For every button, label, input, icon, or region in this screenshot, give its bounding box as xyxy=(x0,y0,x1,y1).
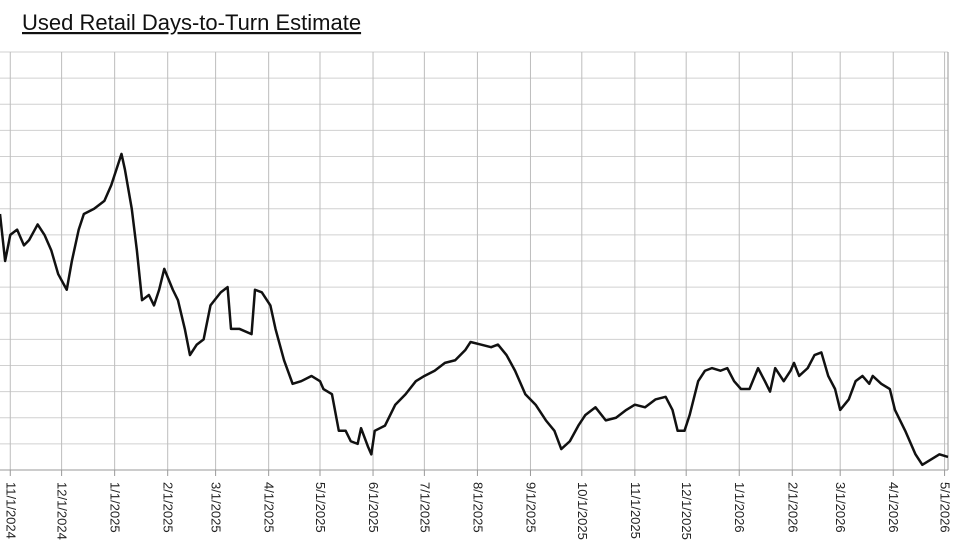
x-tick-label: 5/1/2025 xyxy=(313,482,328,533)
x-tick-label: 9/1/2025 xyxy=(523,482,538,533)
x-tick-label: 6/1/2025 xyxy=(366,482,381,533)
x-tick-label: 12/1/2024 xyxy=(55,482,70,540)
data-line xyxy=(0,152,949,467)
x-tick-label: 1/1/2026 xyxy=(732,482,747,533)
chart-title: Used Retail Days-to-Turn Estimate xyxy=(22,10,361,35)
x-tick-label: 10/1/2025 xyxy=(575,482,590,540)
x-tick-label: 3/1/2026 xyxy=(833,482,848,533)
x-tick-label: 2/1/2026 xyxy=(785,482,800,533)
x-tick-label: 11/1/2025 xyxy=(628,482,643,539)
x-tick-label: 2/1/2025 xyxy=(161,482,176,533)
x-tick-label: 5/1/2026 xyxy=(938,482,953,533)
x-tick-label: 1/1/2025 xyxy=(108,482,123,533)
x-tick-label: 7/1/2025 xyxy=(417,482,432,533)
x-tick-label: 12/1/2025 xyxy=(679,482,694,540)
x-tick-label: 4/1/2025 xyxy=(262,482,277,533)
x-tick-label: 4/1/2026 xyxy=(886,482,901,533)
x-tick-label: 11/1/2024 xyxy=(3,482,18,539)
x-tick-label: 3/1/2025 xyxy=(209,482,224,533)
x-tick-label: 8/1/2025 xyxy=(470,482,485,533)
